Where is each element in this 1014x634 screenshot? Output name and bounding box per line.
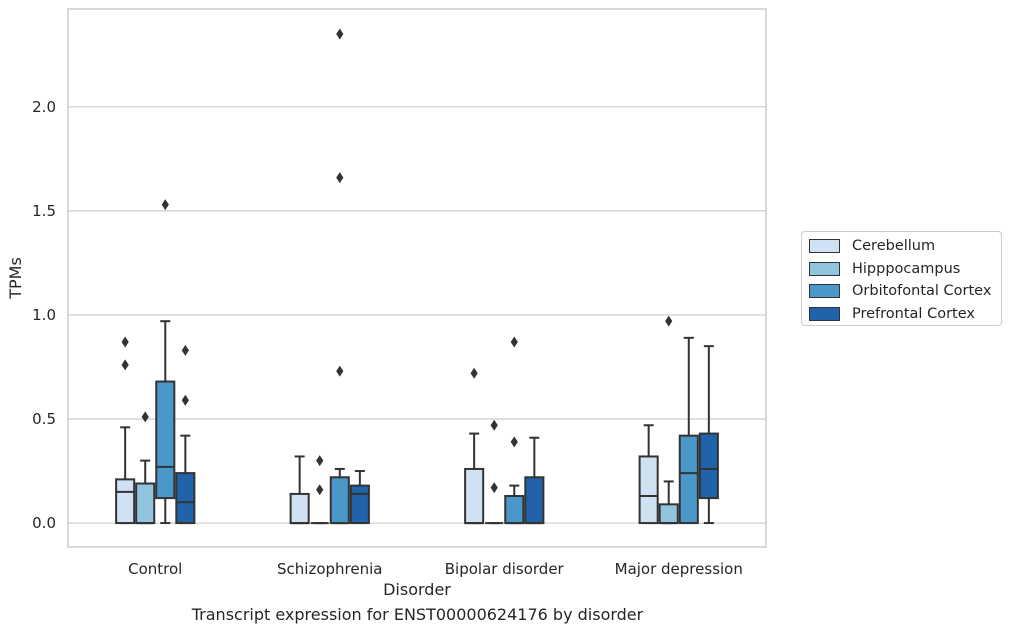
box-iqr (349, 484, 370, 525)
box-group (135, 411, 156, 525)
box-iqr (115, 478, 136, 525)
legend-item: Prefrontal Cortex (809, 303, 1001, 326)
x-axis-ticks: Control Schizophrenia Bipolar disorder Majo… (128, 560, 743, 578)
box-group (329, 28, 350, 525)
x-axis-title: Disorder (383, 580, 451, 599)
plot-frame (67, 8, 767, 548)
box-iqr (678, 434, 699, 525)
outlier-marker (665, 315, 673, 327)
outlier-marker (161, 199, 169, 211)
box-group (678, 336, 699, 525)
outlier-marker (316, 455, 324, 467)
legend-item: Orbitofontal Cortex (809, 280, 1001, 303)
y-tick-label: 1.5 (32, 202, 56, 220)
box-iqr (175, 472, 196, 525)
outlier-marker (470, 367, 478, 379)
y-tick-label: 0.0 (32, 514, 56, 532)
legend-label: Cerebellum (852, 238, 936, 255)
outlier-marker (336, 28, 344, 40)
box-group (155, 199, 176, 525)
legend-item: Cerebellum (809, 235, 1001, 258)
box-group (310, 455, 329, 525)
box-group (464, 367, 485, 525)
x-tick-label: Major depression (615, 560, 743, 578)
y-axis-title: TPMs (6, 257, 25, 300)
y-tick-label: 0.5 (32, 410, 56, 428)
outlier-marker (141, 411, 149, 423)
outlier-marker (121, 336, 129, 348)
box-iqr (155, 380, 176, 500)
legend-label: Orbitofontal Cortex (852, 283, 992, 300)
legend-swatch (809, 261, 840, 276)
box-group (485, 419, 504, 525)
box-group (638, 424, 659, 525)
box-group (504, 336, 525, 525)
outlier-marker (316, 484, 324, 496)
figure-caption: Transcript expression for ENST0000062417… (191, 605, 644, 624)
box-group (524, 436, 545, 525)
outlier-marker (490, 482, 498, 494)
box-iqr (464, 467, 485, 525)
box-group (289, 455, 310, 525)
outlier-marker (510, 436, 518, 448)
box-group (698, 345, 719, 525)
box-iqr (135, 482, 156, 525)
box-iqr (698, 432, 719, 500)
outlier-marker (336, 365, 344, 377)
legend-swatch (809, 284, 840, 299)
box-group (175, 344, 196, 525)
outlier-marker (336, 172, 344, 184)
legend-item: Hipppocampus (809, 258, 1001, 281)
legend-swatch (809, 239, 840, 254)
outlier-marker (490, 419, 498, 431)
x-tick-label: Schizophrenia (277, 560, 382, 578)
box-group (658, 315, 679, 525)
legend-label: Prefrontal Cortex (852, 305, 975, 322)
outlier-marker (181, 394, 189, 406)
box-iqr (638, 455, 659, 525)
y-tick-label: 2.0 (32, 98, 56, 116)
legend-label: Hipppocampus (852, 260, 961, 277)
y-axis-ticks: 0.0 0.5 1.0 1.5 2.0 (32, 98, 56, 532)
outlier-marker (181, 344, 189, 356)
box-iqr (289, 492, 310, 525)
box-iqr (329, 476, 350, 525)
outlier-marker (121, 359, 129, 371)
box-group (115, 336, 136, 525)
box-iqr (524, 476, 545, 525)
y-tick-label: 1.0 (32, 306, 56, 324)
chart-legend: Cerebellum Hipppocampus Orbitofontal Corte… (801, 231, 1002, 326)
box-group (349, 470, 370, 525)
legend-swatch (809, 306, 840, 321)
x-tick-label: Control (128, 560, 182, 578)
box-iqr (658, 503, 679, 525)
x-tick-label: Bipolar disorder (445, 560, 565, 578)
box-iqr (504, 495, 525, 525)
outlier-marker (510, 336, 518, 348)
box-series (115, 28, 719, 525)
